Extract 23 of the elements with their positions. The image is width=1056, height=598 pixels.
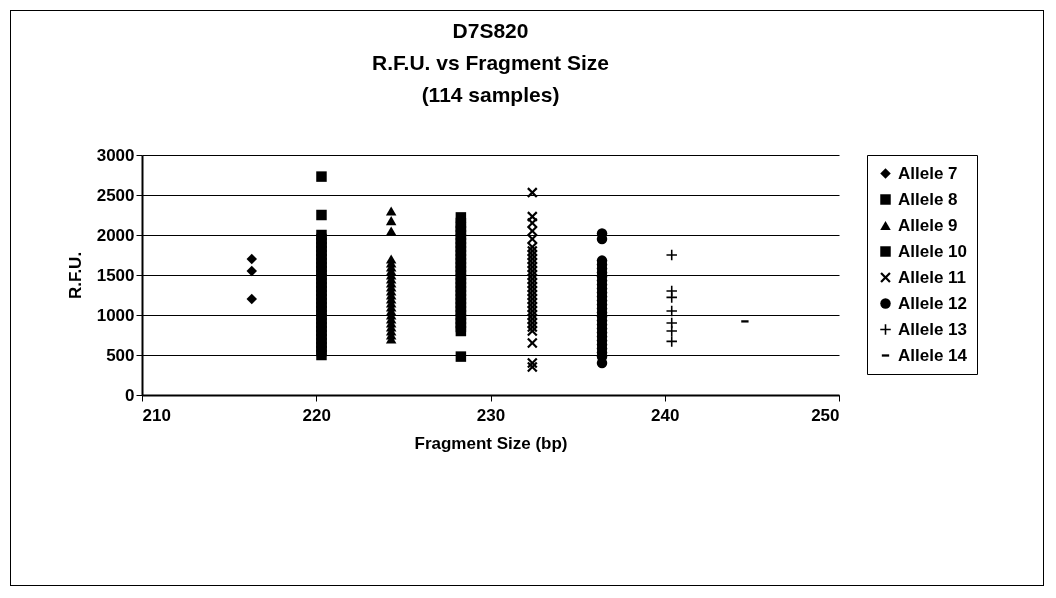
y-tick-label: 1000 (96, 305, 135, 325)
chart-title: D7S820 R.F.U. vs Fragment Size (114 samples) (372, 19, 609, 106)
legend-label: Allele 8 (898, 189, 958, 209)
y-tick-label: 2500 (96, 185, 135, 205)
y-axis-title: R.F.U. (65, 251, 85, 300)
x-tick-label: 250 (811, 405, 840, 425)
y-tick-label: 0 (125, 385, 135, 405)
legend-label: Allele 11 (898, 267, 967, 287)
y-tick-label: 1500 (96, 265, 135, 285)
legend-label: Allele 10 (898, 241, 967, 261)
y-tick-label: 2000 (96, 225, 135, 245)
x-tick-label: 240 (651, 405, 680, 425)
x-tick-label: 210 (142, 405, 171, 425)
x-axis-title: Fragment Size (bp) (414, 433, 568, 453)
x-tick-label: 230 (476, 405, 506, 425)
legend-label: Allele 9 (898, 215, 958, 235)
legend-label: Allele 13 (898, 319, 967, 339)
legend-label: Allele 14 (898, 345, 968, 365)
legend-label: Allele 7 (898, 163, 958, 183)
legend-label: Allele 12 (898, 293, 967, 313)
y-tick-label: 3000 (96, 145, 135, 165)
y-tick-label: 500 (106, 345, 135, 365)
x-tick-label: 220 (302, 405, 331, 425)
